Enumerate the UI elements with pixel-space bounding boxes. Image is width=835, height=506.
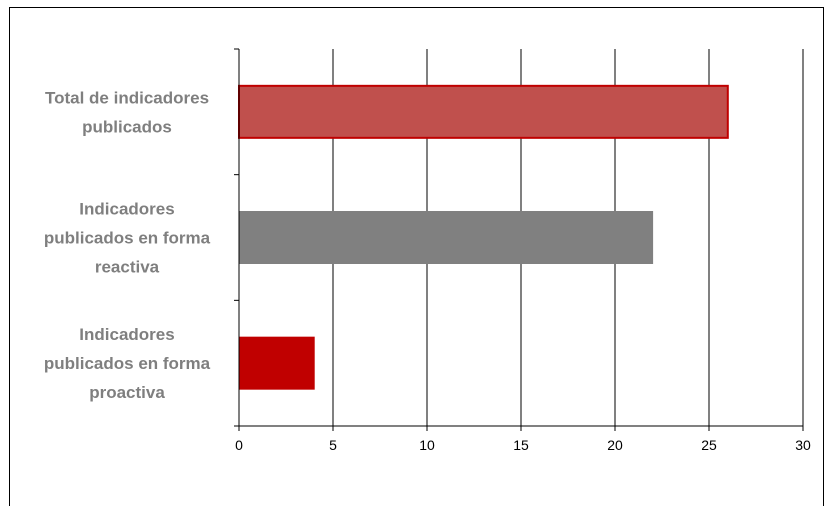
bar-1	[238, 211, 654, 264]
bar-2	[238, 336, 315, 390]
category-label-0: Total de indicadores publicados	[45, 88, 209, 136]
x-tick-label-5: 5	[329, 437, 337, 453]
chart-frame	[9, 7, 824, 506]
category-labels: Total de indicadores publicados Indicadore…	[44, 88, 211, 402]
category-label-line: reactiva	[95, 258, 160, 277]
axes	[234, 48, 804, 431]
category-label-line: publicados en forma	[44, 229, 211, 248]
category-label-line: Indicadores	[79, 325, 174, 344]
x-tick-label-30: 30	[795, 437, 811, 453]
bar-0	[238, 84, 729, 139]
category-label-line: publicados en forma	[44, 354, 211, 373]
x-tick-label-25: 25	[701, 437, 717, 453]
category-label-line: proactiva	[89, 383, 165, 402]
x-tick-label-15: 15	[513, 437, 529, 453]
category-label-2: Indicadores publicados en forma proactiva	[44, 325, 211, 402]
x-tick-label-10: 10	[419, 437, 435, 453]
x-tick-labels: 0 5 10 15 20 25 30	[235, 437, 811, 453]
category-label-line: publicados	[82, 117, 172, 136]
bars	[238, 84, 729, 390]
category-label-line: Indicadores	[79, 200, 174, 219]
category-label-line: Total de indicadores	[45, 88, 209, 107]
x-tick-label-0: 0	[235, 437, 243, 453]
x-tick-label-20: 20	[607, 437, 623, 453]
category-label-1: Indicadores publicados en forma reactiva	[44, 200, 211, 277]
